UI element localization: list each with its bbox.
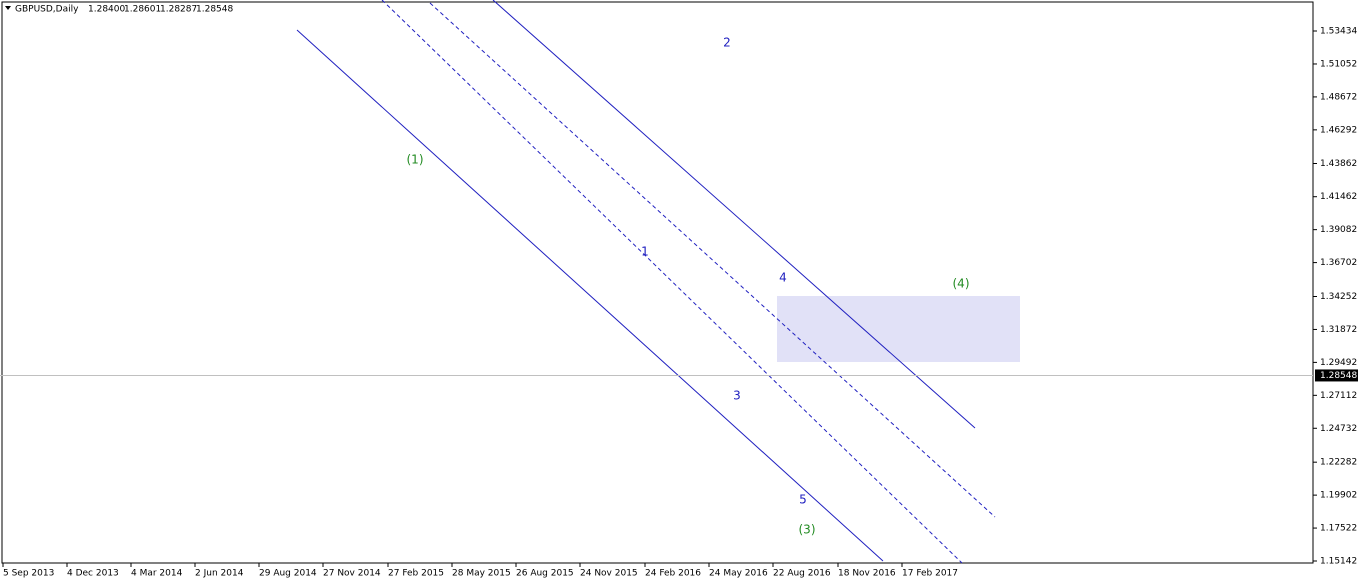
- wave-label: 4: [779, 271, 787, 285]
- wave-label: (4): [953, 277, 970, 291]
- y-tick-label: 1.51052: [1320, 59, 1357, 69]
- x-tick-label: 27 Nov 2014: [323, 569, 381, 579]
- x-tick-label: 27 Feb 2015: [388, 569, 444, 579]
- x-tick-label: 28 May 2015: [452, 569, 511, 579]
- price-label: 1.28548: [1320, 371, 1357, 381]
- y-tick-label: 1.22282: [1320, 458, 1357, 468]
- wave-label: 1: [641, 245, 649, 259]
- x-tick-label: 26 Aug 2015: [516, 569, 574, 579]
- x-tick-label: 18 Nov 2016: [838, 569, 896, 579]
- channel-upper: [492, 0, 976, 429]
- ohlc-value: 1.28601: [124, 5, 161, 15]
- y-tick-label: 1.39082: [1320, 225, 1357, 235]
- y-tick-label: 1.29492: [1320, 358, 1357, 368]
- x-tick-label: 4 Dec 2013: [67, 569, 119, 579]
- x-tick-label: 2 Jun 2014: [195, 569, 244, 579]
- x-tick-label: 24 May 2016: [709, 569, 768, 579]
- y-tick-label: 1.48672: [1320, 92, 1357, 102]
- x-tick-label: 17 Feb 2017: [902, 569, 958, 579]
- y-tick-label: 1.34252: [1320, 292, 1357, 302]
- channel-mid: [429, 2, 996, 518]
- target-zone: [777, 296, 1020, 362]
- y-tick-label: 1.53434: [1320, 27, 1357, 37]
- x-tick-label: 24 Nov 2015: [580, 569, 638, 579]
- ohlc-value: 1.28548: [196, 5, 233, 15]
- x-tick-label: 24 Feb 2016: [645, 569, 701, 579]
- y-tick-label: 1.41462: [1320, 192, 1357, 202]
- price-label-box: [1315, 369, 1358, 382]
- y-tick-label: 1.19902: [1320, 491, 1357, 501]
- y-tick-label: 1.15142: [1320, 557, 1357, 567]
- y-tick-label: 1.46292: [1320, 125, 1357, 135]
- wave-label: (1): [407, 153, 424, 167]
- plot-frame: [1, 1, 1314, 564]
- channel-mid: [381, 0, 963, 564]
- wave-label: 5: [799, 493, 807, 507]
- y-tick-label: 1.36702: [1320, 258, 1357, 268]
- wave-label: (3): [799, 523, 816, 537]
- wave-label: 3: [733, 389, 741, 403]
- y-tick-label: 1.17522: [1320, 524, 1357, 534]
- x-tick-label: 5 Sep 2013: [3, 569, 54, 579]
- symbol-title: GBPUSD,Daily: [15, 5, 79, 15]
- wave-label: 2: [723, 36, 731, 50]
- ohlc-value: 1.28287: [160, 5, 197, 15]
- ohlc-value: 1.28400: [88, 5, 125, 15]
- y-tick-label: 1.43862: [1320, 159, 1357, 169]
- x-tick-label: 4 Mar 2014: [131, 569, 183, 579]
- channel-lower: [296, 29, 884, 562]
- y-tick-label: 1.27112: [1320, 391, 1357, 401]
- y-tick-label: 1.24732: [1320, 424, 1357, 434]
- menu-arrow[interactable]: [5, 6, 11, 10]
- y-tick-label: 1.31872: [1320, 325, 1357, 335]
- x-tick-label: 22 Aug 2016: [773, 569, 831, 579]
- x-tick-label: 29 Aug 2014: [259, 569, 317, 579]
